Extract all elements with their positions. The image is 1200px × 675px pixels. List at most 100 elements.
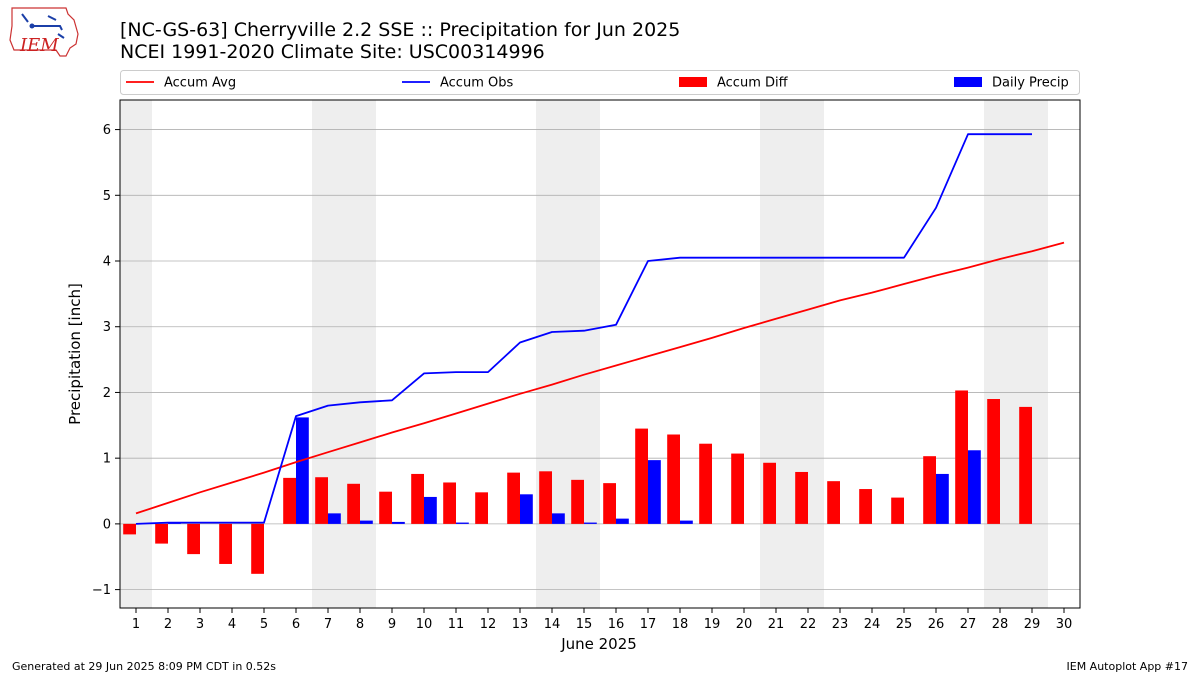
daily-precip-bar-day-18 [680, 520, 693, 524]
x-tick-label: 24 [864, 617, 881, 632]
daily-precip-bar-day-7 [328, 513, 341, 524]
accum-diff-bar-day-2 [155, 523, 168, 544]
accum-diff-bar-day-28 [987, 399, 1000, 524]
legend-swatch-accum-diff [679, 77, 707, 87]
x-tick-label: 1 [132, 617, 140, 632]
iem-logo: IEM [9, 7, 79, 57]
weekend-band-day-21 [760, 100, 792, 608]
legend-label-accum-obs: Accum Obs [440, 76, 513, 91]
x-tick-label: 10 [416, 617, 433, 632]
x-tick-label: 16 [608, 617, 625, 632]
daily-precip-bar-day-15 [584, 522, 597, 524]
accum-diff-bar-day-3 [187, 523, 200, 555]
accum-diff-bar-day-23 [827, 481, 840, 524]
accum-diff-bar-day-4 [219, 523, 232, 564]
daily-precip-bar-day-17 [648, 460, 661, 524]
x-tick-label: 28 [992, 617, 1009, 632]
accum-diff-bar-day-11 [443, 482, 456, 524]
x-tick-label: 9 [388, 617, 396, 632]
accum-diff-bar-day-20 [731, 453, 744, 524]
y-tick-label: −1 [92, 583, 111, 598]
accum-diff-bar-day-29 [1019, 406, 1032, 524]
accum-diff-bar-day-17 [635, 428, 648, 524]
y-tick-label: 0 [103, 517, 111, 532]
accum-obs-line [135, 133, 1032, 525]
daily-precip-bar-day-11 [456, 522, 469, 524]
weekend-band-day-14 [536, 100, 568, 608]
y-axis-ticks: −1 0 1 2 3 4 5 6 [92, 123, 120, 598]
x-tick-label: 11 [448, 617, 465, 632]
daily-precip-bar-day-8 [360, 520, 373, 524]
accum-diff-bar-day-16 [603, 483, 616, 524]
lines [135, 133, 1065, 525]
accum-diff-bar-day-22 [795, 471, 808, 524]
x-tick-label: 19 [704, 617, 721, 632]
x-tick-label: 26 [928, 617, 945, 632]
generated-timestamp: Generated at 29 Jun 2025 8:09 PM CDT in … [12, 660, 276, 673]
legend-swatch-daily-precip [954, 77, 982, 87]
legend-label-accum-diff: Accum Diff [717, 76, 789, 91]
accum-diff-bar-day-27 [955, 390, 968, 524]
accum-diff-bar-day-5 [251, 523, 264, 574]
x-tick-label: 8 [356, 617, 364, 632]
accum-diff-bar-day-18 [667, 434, 680, 524]
x-tick-label: 13 [512, 617, 529, 632]
x-tick-label: 18 [672, 617, 689, 632]
x-tick-label: 6 [292, 617, 300, 632]
daily-precip-bar-day-14 [552, 513, 565, 524]
accum-diff-bar-day-26 [923, 456, 936, 524]
accum-diff-bar-day-14 [539, 471, 552, 524]
x-tick-label: 20 [736, 617, 753, 632]
daily-precip-bar-day-26 [936, 473, 949, 524]
accum-diff-bar-day-9 [379, 491, 392, 524]
weekend-band-day-29 [1016, 100, 1048, 608]
daily-precip-bar-day-6 [296, 417, 309, 524]
daily-precip-bar-day-10 [424, 496, 437, 524]
x-tick-label: 21 [768, 617, 785, 632]
daily-precip-bar-day-13 [520, 494, 533, 524]
x-tick-label: 23 [832, 617, 849, 632]
legend-box [120, 70, 1080, 95]
y-tick-label: 1 [103, 452, 111, 467]
x-tick-label: 2 [164, 617, 172, 632]
y-tick-label: 4 [103, 255, 111, 270]
accum-diff-bar-day-1 [123, 523, 136, 535]
bars [123, 390, 1032, 574]
accum-diff-bar-day-6 [283, 477, 296, 524]
x-tick-label: 27 [960, 617, 977, 632]
logo-text: IEM [19, 35, 59, 56]
x-tick-label: 17 [640, 617, 657, 632]
accum-diff-bar-day-19 [699, 443, 712, 524]
app-credit: IEM Autoplot App #17 [1067, 660, 1189, 673]
legend-label-accum-avg: Accum Avg [164, 76, 236, 91]
legend-label-daily-precip: Daily Precip [992, 76, 1069, 91]
accum-diff-bar-day-25 [891, 497, 904, 524]
grid-lines [120, 129, 1080, 590]
y-tick-label: 2 [103, 386, 111, 401]
chart-subtitle: NCEI 1991-2020 Climate Site: USC00314996 [120, 41, 545, 63]
accum-diff-bar-day-12 [475, 492, 488, 524]
accum-diff-bar-day-7 [315, 477, 328, 524]
accum-diff-bar-day-21 [763, 462, 776, 524]
daily-precip-bar-day-9 [392, 521, 405, 524]
x-tick-label: 4 [228, 617, 236, 632]
x-tick-label: 15 [576, 617, 593, 632]
x-tick-label: 7 [324, 617, 332, 632]
daily-precip-bar-day-27 [968, 450, 981, 524]
accum-diff-bar-day-13 [507, 472, 520, 524]
x-tick-label: 25 [896, 617, 913, 632]
x-tick-label: 22 [800, 617, 817, 632]
y-tick-label: 3 [103, 320, 111, 335]
chart-title: [NC-GS-63] Cherryville 2.2 SSE :: Precip… [120, 19, 680, 41]
daily-precip-bar-day-16 [616, 518, 629, 524]
legend: Accum Avg Accum Obs Accum Diff Daily Pre… [120, 70, 1080, 95]
x-tick-label: 29 [1024, 617, 1041, 632]
weekend-band-day-7 [312, 100, 344, 608]
x-axis-ticks: 1 2 3 4 5 6 7 8 9 10 11 12 13 14 15 16 17 18 19 20 21 22 23 24 2… [132, 608, 1072, 632]
accum-avg-line [135, 241, 1065, 515]
accum-diff-bar-day-8 [347, 483, 360, 524]
x-axis-label: June 2025 [560, 635, 637, 653]
y-axis-label: Precipitation [inch] [66, 283, 84, 425]
weekend-band-day-22 [792, 100, 824, 608]
